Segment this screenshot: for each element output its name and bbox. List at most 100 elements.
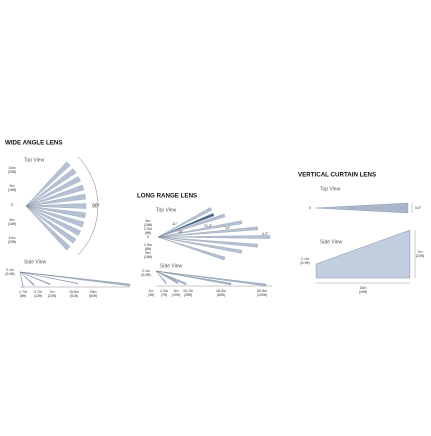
y-label: 5m	[146, 251, 151, 255]
angle-label: 4.2°	[262, 232, 269, 236]
side-beam	[155, 270, 187, 286]
view-label: Side View	[24, 259, 47, 265]
range-label: (49ft)	[359, 290, 367, 294]
side-beam	[19, 271, 35, 287]
side-beam	[19, 271, 131, 287]
beam	[25, 184, 85, 207]
view-label: Top View	[24, 157, 45, 163]
angle-label: 5.6°	[415, 206, 422, 210]
beam	[314, 202, 409, 214]
height-label: (6.9ft)	[5, 272, 14, 276]
x-label: 3.7m	[34, 290, 42, 294]
y-label: 10m	[9, 166, 16, 170]
height-label: 2.1m	[142, 269, 150, 273]
height-label: 2.1m	[6, 268, 14, 272]
view-label: Top View	[156, 207, 177, 213]
side-beam	[155, 270, 167, 285]
y-label: 2.5m	[144, 227, 152, 231]
angle-label: 11°	[172, 222, 178, 226]
y-label: 2.5m	[144, 243, 152, 247]
x-label: 30.5m	[257, 289, 267, 293]
x-label: (23ft)	[48, 294, 56, 298]
depth-label: (23ft)	[416, 254, 424, 258]
y-label: 5m	[10, 218, 15, 222]
beam	[157, 236, 258, 248]
height-label: 2.1m	[301, 257, 309, 261]
beam	[25, 203, 87, 209]
x-label: (10ft)	[172, 293, 180, 297]
range-label: 15m	[360, 286, 367, 290]
view-label: Side View	[320, 239, 343, 245]
section-title: LONG RANGE LENS	[137, 193, 197, 200]
y-label: 5m	[146, 219, 151, 223]
x-label: 18m	[90, 290, 97, 294]
beam	[25, 176, 81, 207]
x-label: (51ft)	[70, 294, 78, 298]
beam	[25, 161, 71, 207]
y-label: 5m	[10, 184, 15, 188]
beam	[25, 205, 81, 236]
section-title: WIDE ANGLE LENS	[5, 140, 63, 147]
beam	[157, 236, 243, 254]
angle-arc	[77, 156, 99, 256]
view-label: Top View	[320, 186, 341, 192]
x-label: (7ft)	[161, 293, 167, 297]
y-label: (16ft)	[144, 223, 152, 227]
beam	[157, 226, 258, 238]
y-label: (16ft)	[8, 222, 16, 226]
y-label: (8ft)	[145, 247, 151, 251]
x-label: 15.6m	[69, 290, 79, 294]
x-label: (6ft)	[20, 294, 26, 298]
beam	[157, 207, 212, 238]
x-label: 2.2m	[160, 289, 168, 293]
beam	[25, 168, 77, 207]
side-beam	[155, 270, 267, 287]
beam	[25, 205, 77, 244]
height-label: (6.9ft)	[141, 273, 150, 277]
beam	[157, 235, 271, 239]
beam	[157, 213, 226, 238]
beam	[25, 193, 86, 207]
x-label: (60ft)	[89, 294, 97, 298]
y-label: 10m	[9, 236, 16, 240]
x-label: (12ft)	[34, 294, 42, 298]
x-label: 1.7m	[19, 290, 27, 294]
x-label: (60ft)	[217, 293, 225, 297]
angle-label: 20°	[178, 230, 184, 234]
y-label: (33ft)	[8, 240, 16, 244]
y-label: 0	[11, 203, 13, 207]
side-beam	[19, 271, 24, 288]
section-title: VERTICAL CURTAIN LENS	[298, 172, 376, 179]
height-label: (6.9ft)	[300, 261, 309, 265]
x-label: (3ft)	[148, 293, 154, 297]
side-beam	[155, 270, 232, 286]
curtain	[315, 229, 411, 279]
angle-label: 14°	[225, 226, 231, 230]
beam	[157, 220, 243, 238]
y-label: 0	[147, 235, 149, 239]
side-beam	[19, 271, 79, 285]
side-beam	[19, 271, 51, 286]
view-label: Side View	[160, 263, 183, 269]
y-label: (8ft)	[145, 231, 151, 235]
beam	[25, 205, 85, 228]
depth-label: 7m	[418, 250, 423, 254]
x-label: 3m	[174, 289, 179, 293]
beam	[157, 236, 226, 261]
y-label: (33ft)	[8, 170, 16, 174]
y-label: (16ft)	[8, 188, 16, 192]
angle-label: 90°	[92, 203, 100, 209]
x-label: 10.7m	[183, 289, 193, 293]
x-label: (35ft)	[184, 293, 192, 297]
x-label: 1m	[149, 289, 154, 293]
x-label: 7m	[50, 290, 55, 294]
beam	[157, 213, 215, 238]
angle-label: 21.5°	[204, 224, 213, 228]
side-beam	[155, 270, 179, 285]
beam	[25, 205, 86, 219]
beam	[25, 205, 71, 251]
origin-label: 0	[309, 206, 311, 210]
x-label: 18.3m	[216, 289, 226, 293]
y-label: (16ft)	[144, 255, 152, 259]
